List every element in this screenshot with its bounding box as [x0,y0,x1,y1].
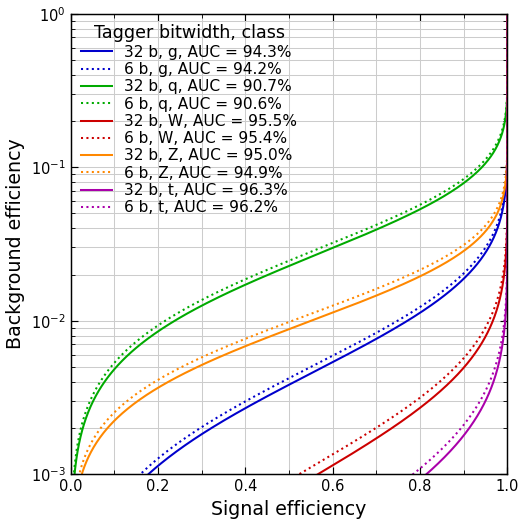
6 b, Z, AUC = 94.9% [73,485,79,491]
6 b, Z, AUC = 94.9% [505,10,511,17]
Line: 6 b, Z, AUC = 94.9%: 6 b, Z, AUC = 94.9% [76,14,508,488]
6 b, q, AUC = 90.6% [70,486,76,492]
6 b, g, AUC = 94.2% [123,486,130,492]
6 b, W, AUC = 95.4% [505,89,511,95]
32 b, Z, AUC = 95.0% [505,44,511,50]
32 b, q, AUC = 90.7% [473,170,479,176]
6 b, W, AUC = 95.4% [505,50,511,57]
6 b, t, AUC = 96.2% [505,12,511,18]
32 b, g, AUC = 94.3% [165,454,172,460]
6 b, W, AUC = 95.4% [503,227,510,234]
6 b, Z, AUC = 94.9% [505,10,511,17]
6 b, g, AUC = 94.2% [505,10,511,17]
32 b, g, AUC = 94.3% [312,368,318,374]
6 b, g, AUC = 94.2% [505,10,511,17]
6 b, q, AUC = 90.6% [505,10,511,17]
32 b, Z, AUC = 95.0% [505,10,511,17]
6 b, g, AUC = 94.2% [505,15,511,22]
32 b, t, AUC = 96.3% [505,10,511,17]
32 b, W, AUC = 95.5% [291,485,297,491]
6 b, q, AUC = 90.6% [74,446,80,452]
Line: 6 b, W, AUC = 95.4%: 6 b, W, AUC = 95.4% [276,14,508,488]
6 b, t, AUC = 96.2% [392,485,398,491]
32 b, g, AUC = 94.3% [505,10,511,17]
32 b, Z, AUC = 95.0% [505,10,511,17]
32 b, q, AUC = 90.7% [505,10,511,17]
32 b, g, AUC = 94.3% [505,13,511,19]
32 b, q, AUC = 90.7% [70,486,77,492]
32 b, t, AUC = 96.3% [505,91,511,98]
32 b, g, AUC = 94.3% [505,10,511,17]
32 b, t, AUC = 96.3% [505,10,511,17]
32 b, g, AUC = 94.3% [505,10,511,17]
32 b, W, AUC = 95.5% [505,14,511,20]
6 b, t, AUC = 96.2% [505,37,511,43]
32 b, Z, AUC = 95.0% [505,10,511,17]
32 b, Z, AUC = 95.0% [505,10,511,17]
6 b, W, AUC = 95.4% [505,10,511,17]
32 b, q, AUC = 90.7% [505,10,511,17]
Line: 32 b, t, AUC = 96.3%: 32 b, t, AUC = 96.3% [410,14,508,488]
6 b, q, AUC = 90.6% [505,10,511,17]
32 b, q, AUC = 90.7% [505,11,511,17]
6 b, q, AUC = 90.6% [505,10,511,17]
Line: 32 b, q, AUC = 90.7%: 32 b, q, AUC = 90.7% [74,14,508,489]
6 b, Z, AUC = 94.9% [505,10,511,17]
Line: 32 b, g, AUC = 94.3%: 32 b, g, AUC = 94.3% [134,14,508,489]
32 b, q, AUC = 90.7% [71,473,78,479]
32 b, t, AUC = 96.3% [505,74,511,80]
6 b, q, AUC = 90.6% [505,10,511,17]
6 b, Z, AUC = 94.9% [505,10,511,17]
6 b, q, AUC = 90.6% [81,413,88,419]
32 b, t, AUC = 96.3% [505,142,511,148]
32 b, t, AUC = 96.3% [406,485,413,491]
6 b, t, AUC = 96.2% [505,11,511,17]
Legend: 32 b, g, AUC = 94.3%, 6 b, g, AUC = 94.2%, 32 b, q, AUC = 90.7%, 6 b, q, AUC = 9: 32 b, g, AUC = 94.3%, 6 b, g, AUC = 94.2… [75,18,303,222]
6 b, W, AUC = 95.4% [505,52,511,58]
X-axis label: Signal efficiency: Signal efficiency [212,500,367,519]
32 b, g, AUC = 94.3% [131,486,137,492]
32 b, g, AUC = 94.3% [505,10,511,17]
32 b, q, AUC = 90.7% [505,10,511,17]
32 b, t, AUC = 96.3% [496,358,502,364]
6 b, g, AUC = 94.2% [505,10,511,17]
32 b, Z, AUC = 95.0% [505,15,511,21]
32 b, W, AUC = 95.5% [505,108,511,114]
6 b, q, AUC = 90.6% [505,10,511,17]
Line: 32 b, Z, AUC = 95.0%: 32 b, Z, AUC = 95.0% [78,14,508,489]
6 b, W, AUC = 95.4% [505,10,511,17]
6 b, W, AUC = 95.4% [273,485,279,491]
32 b, W, AUC = 95.5% [505,10,511,17]
6 b, t, AUC = 96.2% [505,35,511,41]
6 b, t, AUC = 96.2% [505,10,511,17]
Line: 32 b, W, AUC = 95.5%: 32 b, W, AUC = 95.5% [294,14,508,488]
Line: 6 b, t, AUC = 96.2%: 6 b, t, AUC = 96.2% [395,14,508,488]
6 b, t, AUC = 96.2% [505,10,511,17]
6 b, Z, AUC = 94.9% [505,13,511,19]
32 b, W, AUC = 95.5% [505,10,511,17]
32 b, Z, AUC = 95.0% [75,486,81,492]
6 b, W, AUC = 95.4% [505,165,511,171]
32 b, t, AUC = 96.3% [505,10,511,17]
6 b, g, AUC = 94.2% [505,12,511,18]
6 b, g, AUC = 94.2% [505,15,511,21]
6 b, Z, AUC = 94.9% [183,362,189,368]
32 b, Z, AUC = 95.0% [172,375,178,381]
Line: 6 b, g, AUC = 94.2%: 6 b, g, AUC = 94.2% [127,14,508,489]
Y-axis label: Background efficiency: Background efficiency [6,139,25,349]
Line: 6 b, q, AUC = 90.6%: 6 b, q, AUC = 90.6% [73,14,508,489]
32 b, q, AUC = 90.7% [505,10,511,17]
32 b, W, AUC = 95.5% [497,296,503,302]
32 b, W, AUC = 95.5% [505,10,511,17]
6 b, Z, AUC = 94.9% [505,10,511,17]
6 b, t, AUC = 96.2% [505,10,511,17]
6 b, g, AUC = 94.2% [505,11,511,17]
32 b, W, AUC = 95.5% [505,10,511,17]
